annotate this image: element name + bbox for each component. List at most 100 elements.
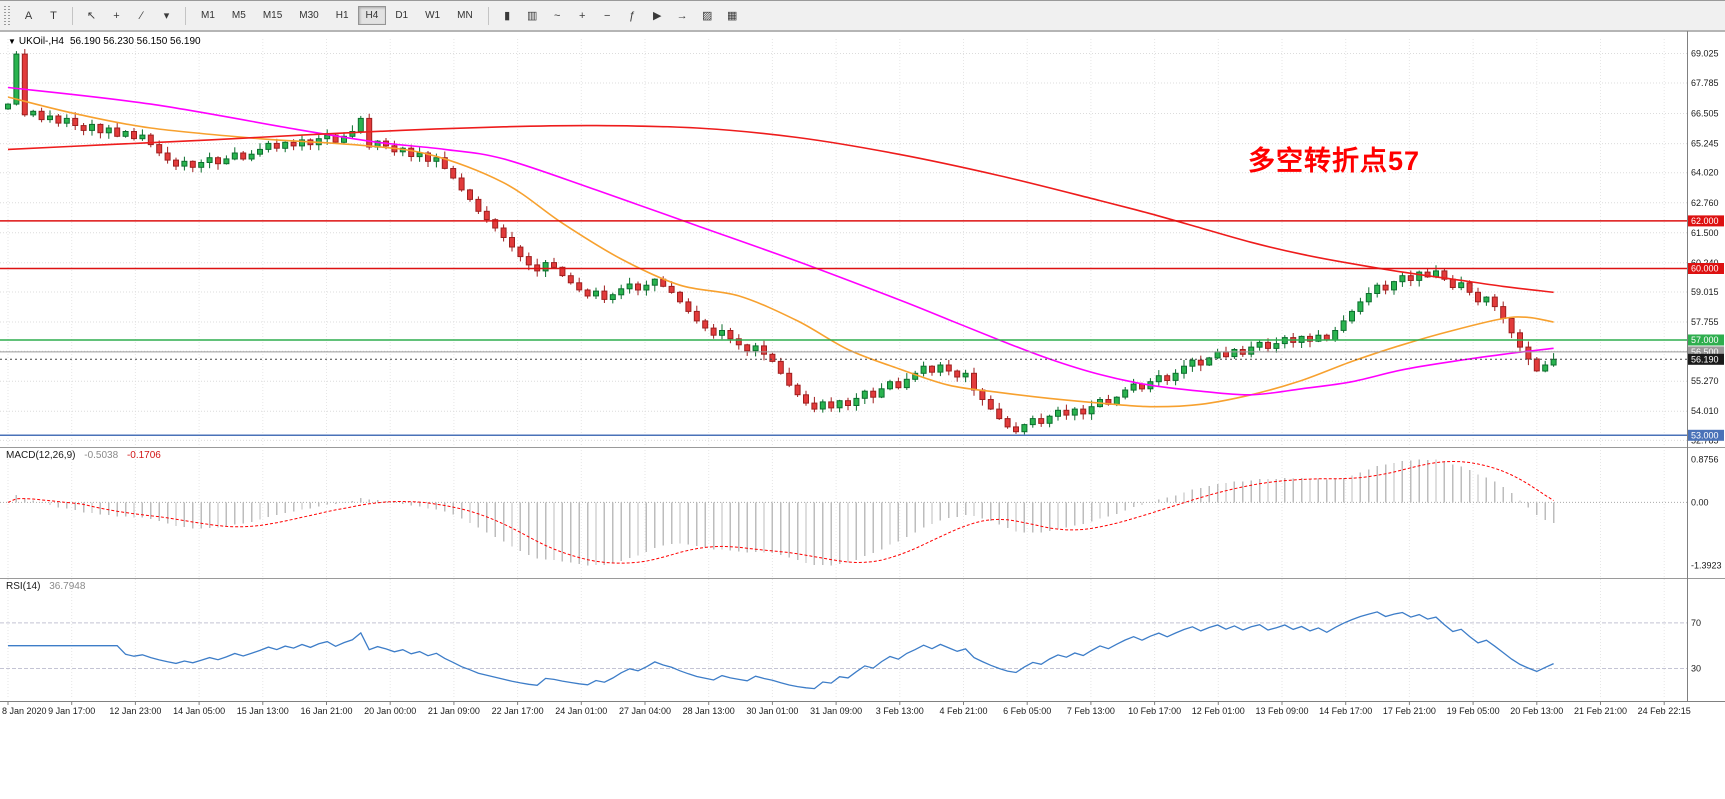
chart-collapse-icon[interactable]: ▼	[8, 37, 16, 46]
candle-body	[786, 372, 793, 386]
timeframe-m1[interactable]: M1	[201, 10, 215, 21]
chart-header: ▼ UKOil-,H4 56.190 56.230 56.150 56.190	[8, 36, 201, 47]
current-price-flag	[1688, 353, 1724, 365]
candle-body	[878, 388, 885, 398]
candle-body	[1416, 271, 1423, 281]
candle-body	[1466, 282, 1473, 293]
ma-fast-orange[interactable]	[7, 96, 1554, 408]
chart-text-annotation[interactable]: 多空转折点57	[1248, 146, 1421, 176]
candle-body	[609, 294, 616, 301]
candle-body	[693, 310, 700, 322]
time-label: 8 Jan 2020	[2, 706, 47, 716]
price-flag-53.000	[1688, 429, 1724, 441]
rsi-line[interactable]	[8, 611, 1554, 690]
candle-body	[122, 131, 129, 137]
candle-body	[845, 400, 851, 407]
timeframe-mn[interactable]: MN	[457, 10, 473, 21]
candle-body	[1029, 418, 1036, 426]
chart-canvas[interactable]: 69.025 67.785 66.505 65.245 64.020 62.760 61.5…	[0, 31, 1725, 717]
crosshair-tool-button[interactable]: +	[105, 5, 128, 26]
templates-button[interactable]: ▨	[695, 5, 719, 26]
macd-indicator-label: MACD(12,26,9) -0.5038 -0.1706	[6, 450, 161, 461]
zoom-out-button[interactable]: −	[595, 5, 619, 26]
candle-body	[735, 338, 742, 346]
candle-body	[231, 152, 238, 160]
timeframe-d1[interactable]: D1	[395, 10, 409, 21]
time-label: 10 Feb 17:00	[1128, 706, 1181, 716]
candle-body	[156, 144, 163, 154]
timeframe-m30[interactable]: M30	[299, 10, 319, 21]
candle-body	[13, 53, 20, 105]
indicators-button[interactable]: ƒ	[620, 5, 644, 26]
toolbar-right-group: ▮ ▥ ~ + − ƒ ▶ → ▨ ▦	[495, 5, 744, 26]
zoom-in-button[interactable]: +	[570, 5, 594, 26]
price-tick-label: 65.245	[1691, 139, 1719, 149]
candle-body	[828, 401, 835, 409]
candle-body	[1122, 389, 1129, 398]
candle-body	[744, 344, 751, 352]
toolbar-separator	[185, 6, 186, 25]
line-view-button[interactable]: ~	[545, 5, 569, 26]
timeframe-m5[interactable]: M5	[231, 10, 246, 21]
candle-body	[265, 142, 272, 150]
candle-body	[702, 320, 709, 329]
toolbar-separator	[72, 6, 73, 25]
chart-shift-button[interactable]: →	[670, 5, 694, 26]
macd-signal-value: -0.1706	[126, 450, 161, 461]
vertical-gridlines	[7, 39, 1665, 699]
candle-body	[895, 381, 902, 389]
ma-slow-red[interactable]	[7, 124, 1554, 294]
candle-body	[1533, 358, 1540, 372]
candle-body	[962, 372, 969, 378]
candle-body	[500, 227, 507, 238]
candle-body	[1021, 424, 1028, 433]
current-price-label: 56.190	[1691, 354, 1719, 364]
candle-body	[1332, 330, 1339, 341]
price-flag-60.000	[1688, 263, 1724, 274]
candle-body	[887, 381, 893, 390]
candle-body	[996, 408, 1003, 420]
macd-scale-label: 0.00	[1691, 497, 1709, 507]
timeframe-h4[interactable]: H4	[357, 6, 387, 25]
candles-view-button[interactable]: ▮	[495, 5, 519, 26]
time-label: 20 Feb 13:00	[1510, 706, 1563, 716]
candle-body	[1340, 320, 1347, 331]
candle-body	[1508, 318, 1515, 334]
table-tool-button[interactable]: T	[42, 5, 65, 26]
candle-body	[551, 262, 557, 268]
autoscroll-button[interactable]: ▶	[645, 5, 669, 26]
candle-body	[1315, 334, 1322, 342]
timeframe-m15[interactable]: M15	[262, 10, 283, 21]
price-flag-label: 62.000	[1691, 216, 1719, 226]
trendline-tool-button[interactable]: ∕	[130, 5, 153, 26]
candle-body	[1349, 310, 1355, 322]
price-tick-label: 64.020	[1691, 168, 1719, 178]
candle-body	[408, 147, 415, 157]
price-flag-label: 57.000	[1691, 335, 1719, 345]
candle-body	[794, 384, 801, 396]
candle-body	[366, 117, 373, 148]
timeframe-w1[interactable]: W1	[425, 10, 441, 21]
bars-view-button[interactable]: ▥	[520, 5, 544, 26]
candle-body	[1231, 349, 1238, 358]
time-axis[interactable]: 8 Jan 2020 9 Jan 17:00 12 Jan 23:00 14 Jan …	[2, 701, 1691, 716]
macd-histogram[interactable]	[8, 459, 1555, 566]
candle-body	[1256, 341, 1263, 348]
candle-body	[1164, 375, 1171, 382]
price-scale[interactable]: 69.025 67.785 66.505 65.245 64.020 62.760 61.5…	[1691, 49, 1722, 674]
draw-tools-dropdown[interactable]: ▾	[155, 5, 178, 26]
time-label: 28 Jan 13:00	[683, 706, 735, 716]
candle-body	[105, 127, 112, 134]
text-tool-button[interactable]: A	[17, 5, 40, 26]
macd-signal-line[interactable]	[7, 460, 1554, 564]
cursor-tool-button[interactable]: ↖	[80, 5, 103, 26]
candle-body	[1525, 346, 1532, 360]
price-flag-label: 53.000	[1691, 430, 1719, 440]
ma-mid-magenta[interactable]	[7, 86, 1554, 396]
timeframe-h1[interactable]: H1	[335, 10, 349, 21]
toolbar-grip[interactable]	[4, 5, 11, 26]
candle-body	[139, 134, 146, 140]
chart-ohlc-values: 56.190 56.230 56.150 56.190	[69, 36, 201, 47]
grid-button[interactable]: ▦	[720, 5, 744, 26]
